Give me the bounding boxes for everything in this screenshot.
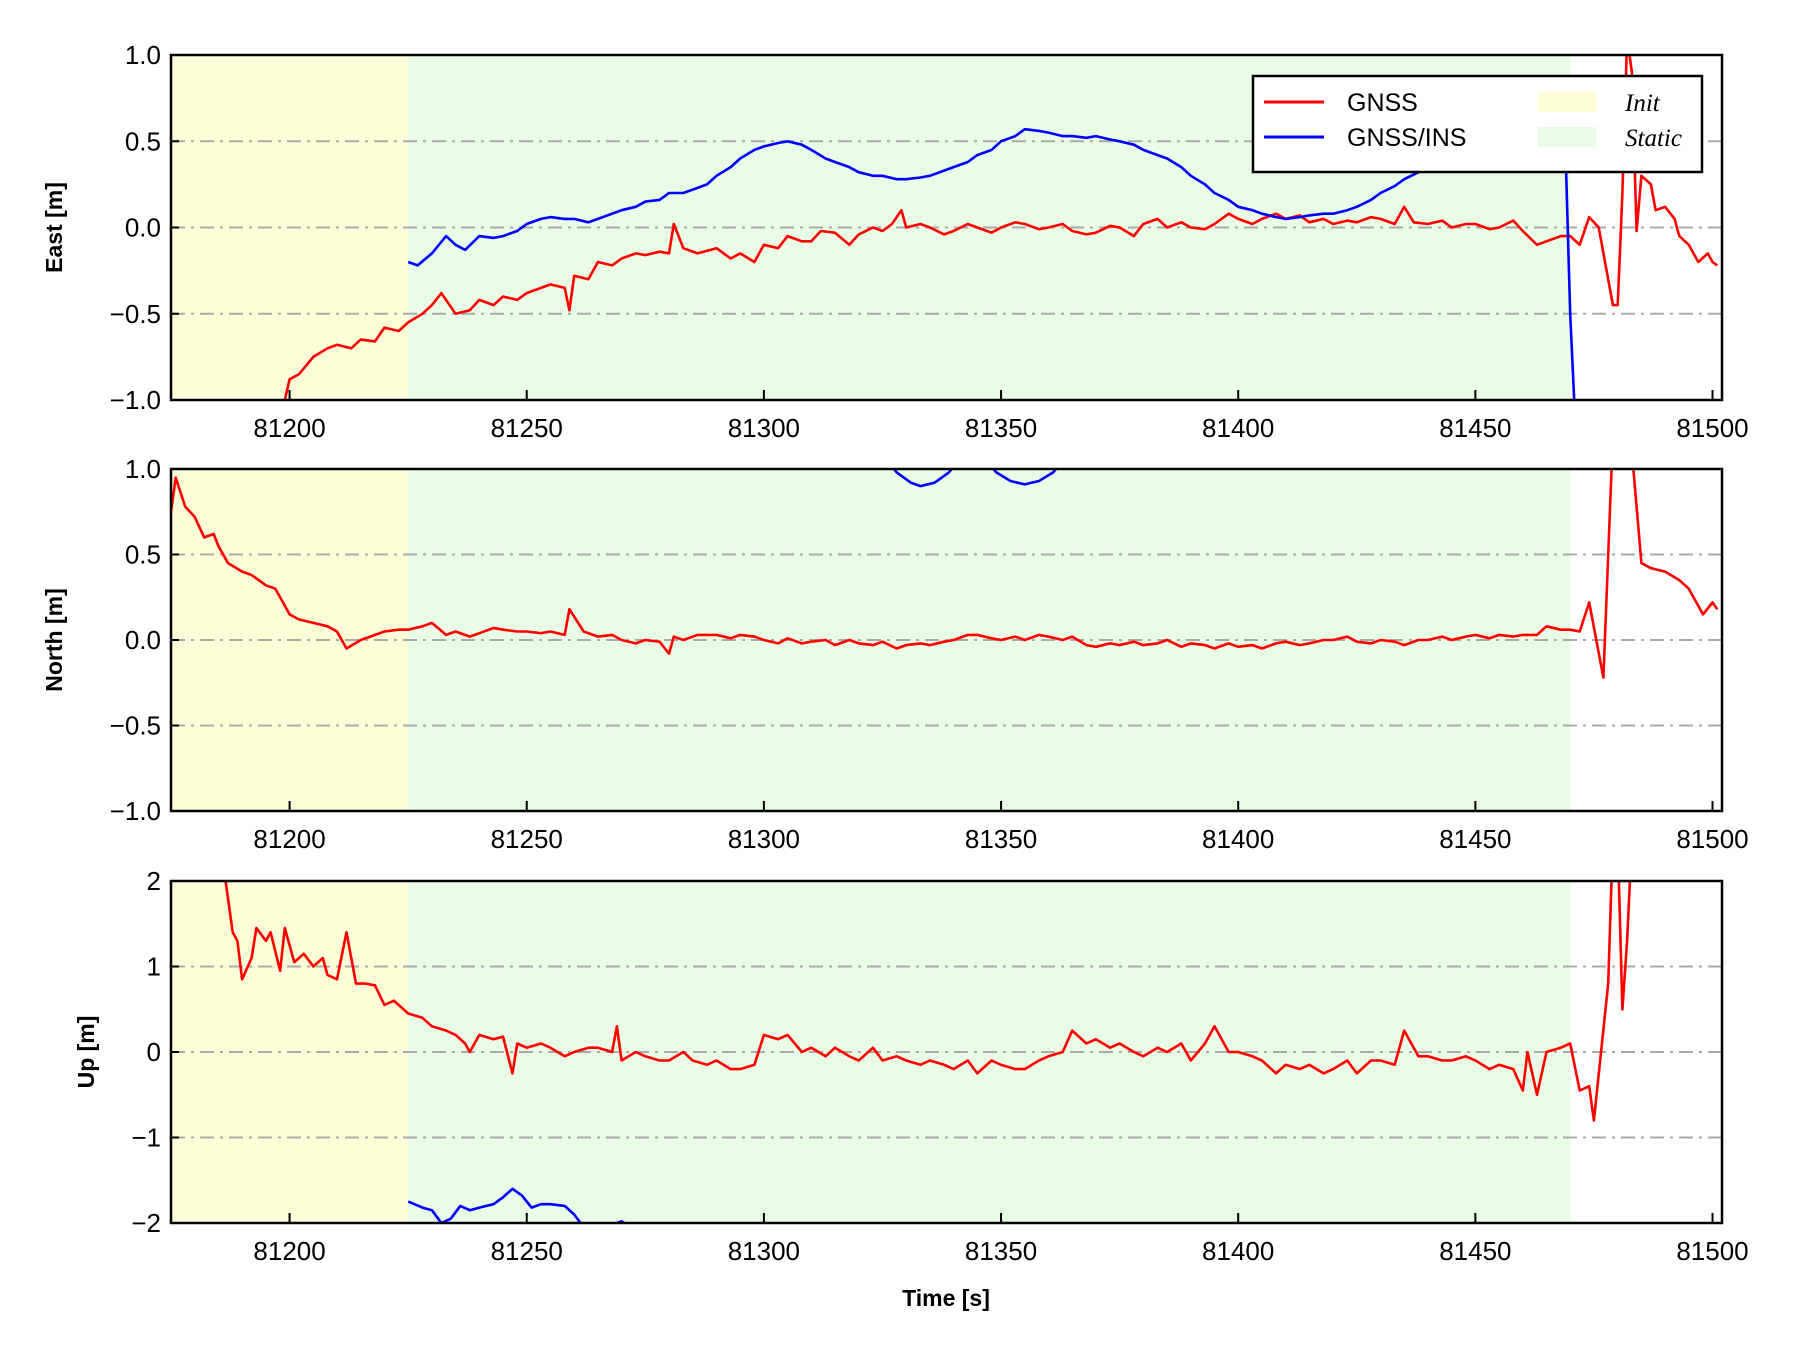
y-tick-label: 1.0 — [125, 40, 161, 70]
y-tick-label: −1.0 — [110, 796, 161, 826]
legend-gnss-label: GNSS — [1347, 89, 1418, 117]
y-tick-label: 2 — [147, 866, 161, 896]
x-tick-label: 81500 — [1676, 824, 1748, 854]
y-tick-label: −1 — [131, 1123, 161, 1153]
x-tick-label: 81350 — [965, 413, 1037, 443]
x-tick-label: 81450 — [1439, 1236, 1511, 1266]
legend-static-swatch — [1538, 127, 1596, 147]
y-tick-label: 1.0 — [125, 454, 161, 484]
x-tick-label: 81250 — [491, 413, 563, 443]
y-tick-label: 1 — [147, 952, 161, 982]
y-tick-label: 0.0 — [125, 213, 161, 243]
x-tick-label: 81200 — [253, 824, 325, 854]
legend-frame — [1251, 74, 1704, 174]
x-tick-label: 81300 — [728, 413, 800, 443]
x-tick-label: 81450 — [1439, 824, 1511, 854]
y-tick-label: 0 — [147, 1037, 161, 1067]
series-gnss-line — [283, 55, 1719, 400]
legend-init-swatch — [1538, 92, 1596, 112]
x-tick-label: 81200 — [253, 413, 325, 443]
legend-static-label: Static — [1625, 125, 1682, 152]
y-axis-label: East [m] — [41, 182, 67, 273]
y-tick-label: −0.5 — [110, 711, 161, 741]
x-tick-label: 81250 — [491, 824, 563, 854]
x-tick-label: 81300 — [728, 824, 800, 854]
series-gnss-ins-line — [892, 469, 1058, 488]
y-tick-label: −1.0 — [110, 385, 161, 415]
x-tick-label: 81250 — [491, 1236, 563, 1266]
series-gnss-line — [171, 469, 1719, 679]
panel-2: 2 1 0 −1 −2 81200 81250 81300 81350 81400 81450 815… — [73, 866, 1749, 1266]
legend-gnss-ins-label: GNSS/INS — [1347, 124, 1466, 152]
x-tick-label: 81450 — [1439, 413, 1511, 443]
y-tick-label: 0.0 — [125, 625, 161, 655]
y-axis-label: Up [m] — [73, 1016, 99, 1089]
legend-init-label: Init — [1624, 90, 1661, 117]
legend: GNSS GNSS/INS Init Static — [1251, 74, 1704, 174]
y-tick-label: 0.5 — [125, 540, 161, 570]
y-axis-label: North [m] — [41, 588, 67, 691]
y-tick-label: 0.5 — [125, 126, 161, 156]
x-tick-label: 81200 — [253, 1236, 325, 1266]
x-tick-label: 81350 — [965, 1236, 1037, 1266]
x-tick-label: 81500 — [1676, 413, 1748, 443]
x-tick-label: 81500 — [1676, 1236, 1748, 1266]
series-gnss-ins-line — [407, 1187, 627, 1223]
series-gnss-line — [224, 881, 1632, 1122]
series-gnss-ins-line — [407, 127, 1576, 400]
y-tick-label: −0.5 — [110, 299, 161, 329]
series-group — [224, 881, 1632, 1223]
panel-1: 1.0 0.5 0.0 −0.5 −1.0 81200 81250 81300 81350 814… — [41, 454, 1749, 854]
x-axis-label: Time [s] — [902, 1285, 990, 1311]
subplots: 1.0 0.5 0.0 −0.5 −1.0 81200 81250 81300 81350 814… — [41, 40, 1749, 1266]
x-tick-label: 81300 — [728, 1236, 800, 1266]
series-group — [171, 469, 1719, 679]
x-tick-label: 81400 — [1202, 1236, 1274, 1266]
series-group — [283, 55, 1719, 400]
x-tick-label: 81400 — [1202, 824, 1274, 854]
x-tick-label: 81400 — [1202, 413, 1274, 443]
y-tick-label: −2 — [131, 1208, 161, 1238]
x-tick-label: 81350 — [965, 824, 1037, 854]
